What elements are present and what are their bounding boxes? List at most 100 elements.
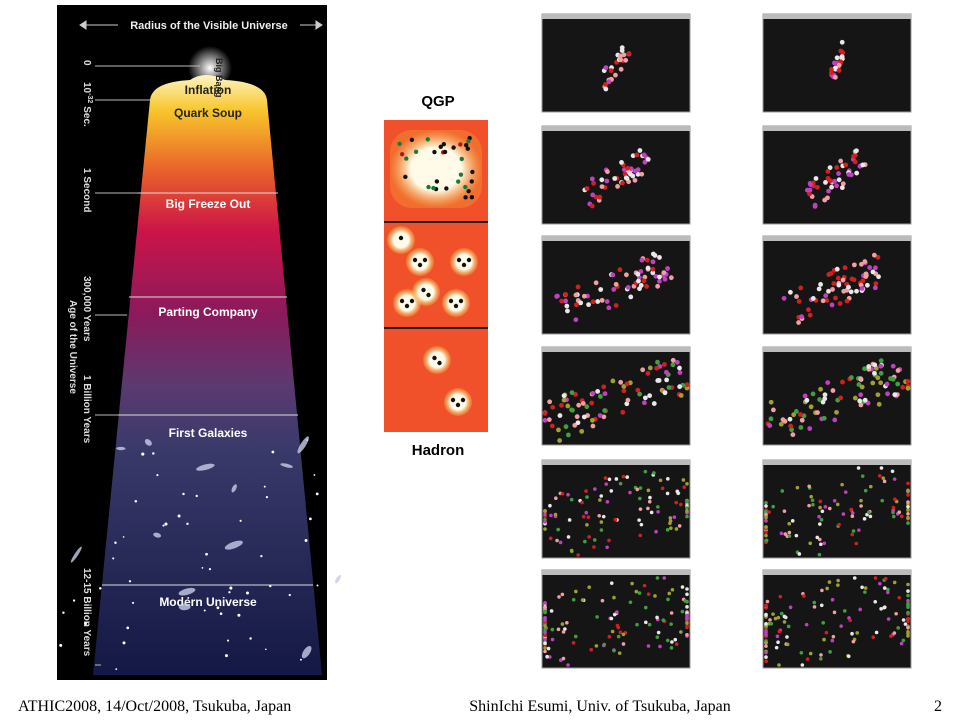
snapshot-titlebar [542, 236, 690, 241]
particle [808, 182, 813, 187]
particle [851, 277, 857, 283]
particle [859, 286, 865, 291]
particle [863, 488, 868, 493]
particle [685, 623, 689, 628]
quark [466, 139, 471, 144]
particle [892, 580, 897, 585]
particle [829, 302, 835, 308]
star [269, 584, 272, 588]
particle [624, 381, 630, 387]
particle [656, 509, 660, 514]
particle [817, 397, 822, 402]
quark [463, 142, 469, 148]
particle [642, 400, 647, 406]
particle [674, 359, 680, 365]
particle [764, 515, 768, 520]
snapshot-titlebar [542, 570, 690, 575]
particle [601, 514, 606, 519]
star [114, 541, 117, 544]
particle [868, 484, 873, 489]
particle [655, 359, 660, 365]
particle [599, 184, 605, 190]
particle [604, 299, 610, 304]
particle [569, 390, 575, 396]
particle [808, 541, 813, 546]
particle [801, 413, 807, 419]
particle [635, 171, 641, 177]
particle [678, 393, 684, 398]
particle [550, 627, 555, 632]
particle [842, 265, 848, 271]
particle [818, 386, 823, 392]
particle [569, 548, 574, 553]
particle [899, 641, 904, 646]
particle [813, 176, 819, 181]
particle [777, 629, 782, 634]
particle [850, 511, 855, 515]
particle [826, 288, 831, 294]
particle [670, 357, 676, 363]
particle [680, 585, 685, 589]
particle [791, 412, 797, 418]
particle [613, 72, 618, 78]
particle [858, 402, 864, 408]
particle [635, 622, 639, 627]
particle [812, 203, 818, 209]
particle [854, 170, 860, 176]
galaxy [178, 603, 191, 611]
particle [859, 498, 863, 503]
particle [857, 528, 861, 532]
particle [835, 275, 841, 281]
particle [655, 576, 660, 580]
particle [815, 410, 820, 415]
particle [852, 159, 858, 165]
particle [894, 611, 898, 616]
star [182, 492, 185, 496]
particle [890, 376, 896, 382]
particle [873, 281, 879, 286]
star [59, 643, 63, 647]
particle [781, 295, 787, 301]
particle [837, 522, 841, 527]
quark [399, 152, 405, 157]
particle [622, 171, 628, 177]
particle [621, 388, 627, 394]
particle [906, 605, 910, 610]
particle [653, 594, 657, 598]
particle [764, 519, 768, 523]
quark [455, 402, 461, 408]
particle [788, 423, 794, 429]
particle [836, 177, 842, 183]
particle [591, 180, 596, 186]
era-label: Inflation [185, 83, 232, 97]
quark [417, 262, 423, 268]
particle [876, 401, 882, 407]
particle [878, 581, 882, 586]
quark [458, 172, 464, 177]
particle [764, 538, 769, 543]
particle [765, 599, 770, 604]
particle [550, 404, 556, 410]
quark [425, 137, 430, 142]
particle [819, 517, 824, 522]
quark [444, 186, 449, 191]
particle [646, 592, 651, 596]
star [360, 633, 363, 636]
particle [764, 603, 768, 608]
particle [903, 622, 908, 626]
particle [832, 417, 838, 423]
particle [660, 486, 665, 491]
particle [793, 408, 799, 414]
particle [782, 509, 787, 513]
particle [840, 277, 846, 283]
particle [586, 515, 591, 519]
particle [543, 630, 547, 635]
particle [906, 500, 910, 504]
quark [455, 179, 461, 184]
star [245, 591, 249, 595]
particle [615, 610, 619, 614]
time-label: 1 Billion Years [81, 375, 92, 444]
particle [674, 500, 678, 505]
particle [602, 642, 607, 647]
particle [860, 585, 864, 590]
